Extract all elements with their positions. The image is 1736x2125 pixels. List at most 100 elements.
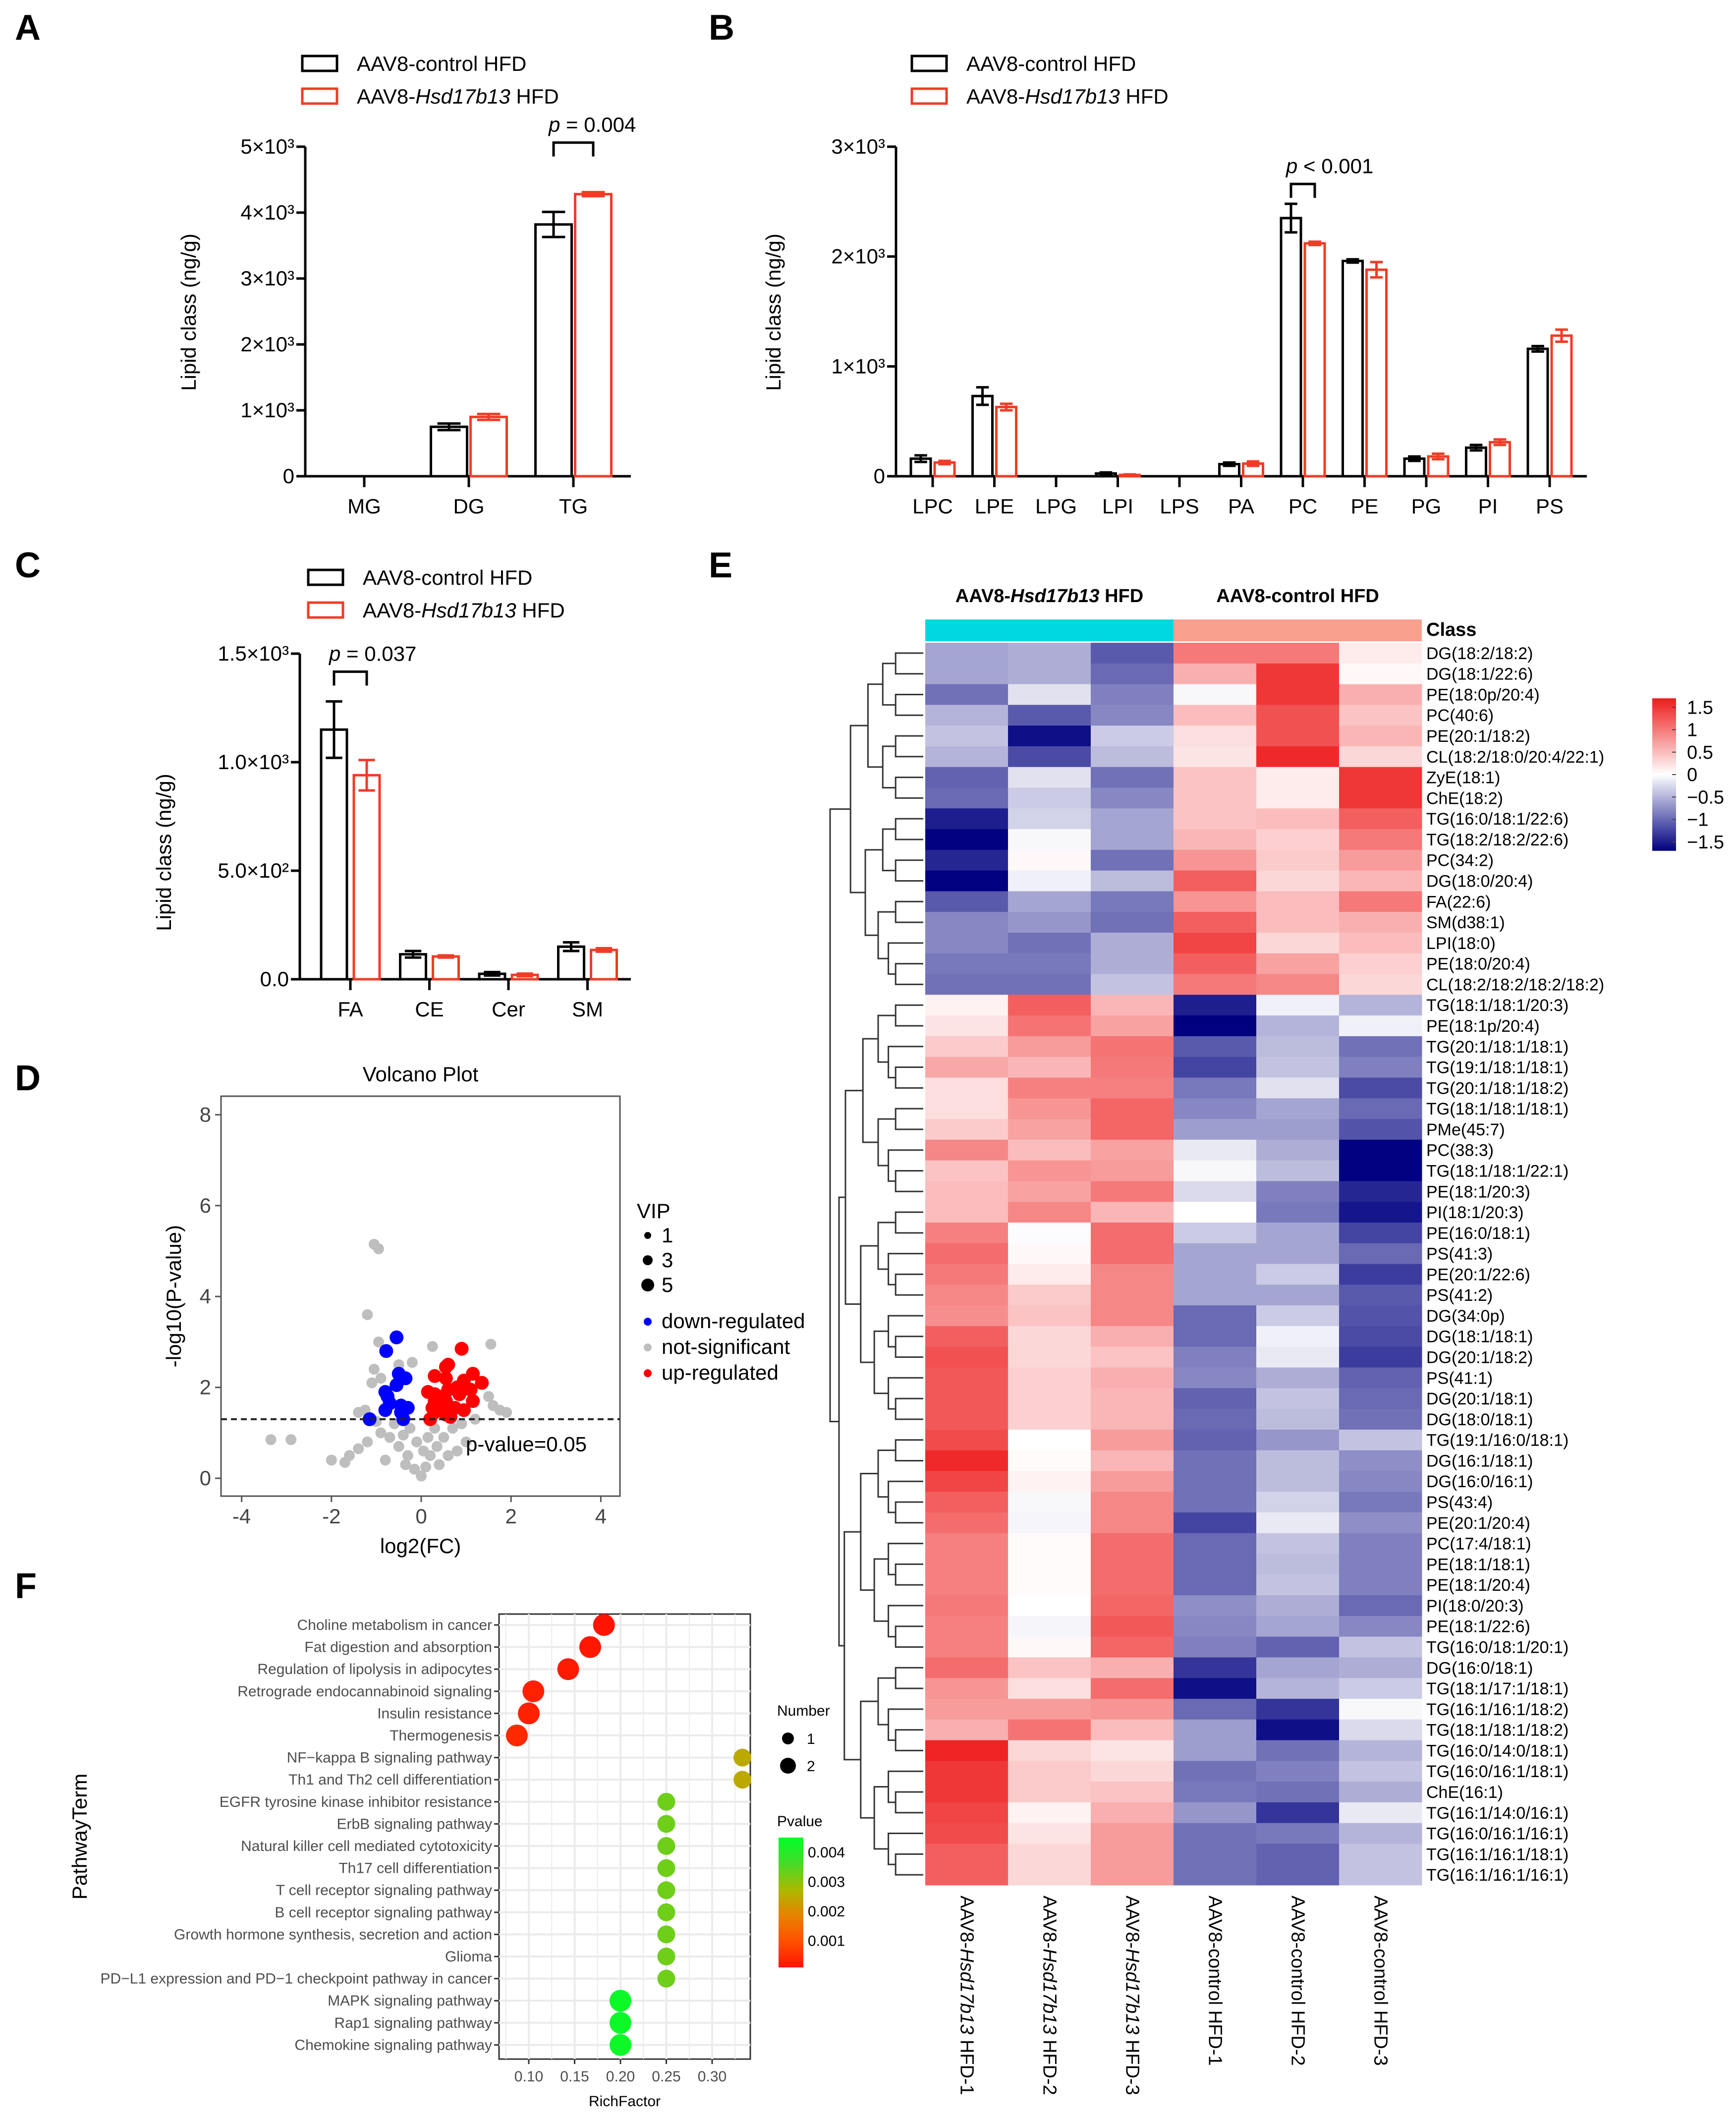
row-label: DG(34:0p) (1426, 1307, 1505, 1326)
point-not-significant (422, 1432, 434, 1443)
heatmap-cell (925, 643, 1008, 664)
point-not-significant (368, 1363, 380, 1375)
heatmap-cell (1008, 1844, 1091, 1865)
x-tick-label: 4 (595, 1505, 607, 1528)
heatmap-cell (925, 912, 1008, 933)
y-axis-label: PathwayTerm (68, 1774, 91, 1900)
error-bar (1469, 444, 1483, 452)
row-label: TG(16:1/14:0/16:1) (1426, 1804, 1568, 1823)
panel-label-a: A (15, 8, 41, 48)
point-up-regulated (439, 1371, 453, 1386)
point-up-regulated (466, 1394, 480, 1408)
heatmap-cell (925, 1160, 1008, 1181)
heatmap-cell (1091, 1429, 1174, 1451)
heatmap-cell (925, 1181, 1008, 1202)
x-tick-label: LPG (1035, 495, 1077, 518)
bar-chart-c: AAV8-control HFD AAV8-Hsd17b13 HFD 0.0 5.0×… (152, 566, 631, 1021)
heatmap-cell (1256, 829, 1340, 850)
heatmap-cell (1091, 1077, 1174, 1099)
row-label: PC(34:2) (1426, 851, 1494, 870)
point-up-regulated (428, 1369, 442, 1383)
heatmap-cell (1008, 995, 1091, 1016)
heatmap-cell (1174, 953, 1257, 975)
heatmap-cell (1008, 1388, 1091, 1409)
heatmap-cell (1091, 1305, 1174, 1327)
heatmap-cell (1008, 1574, 1091, 1596)
panel-label-f: F (15, 1566, 37, 1606)
heatmap-cell (1339, 1761, 1422, 1782)
column-label-post: HFD-3 (1122, 2034, 1143, 2095)
error-bar (1408, 455, 1421, 462)
group-label: AAV8-control HFD (1216, 586, 1379, 607)
heatmap-cell (1339, 1719, 1422, 1741)
heatmap-cell (1256, 1160, 1340, 1181)
point-not-significant (451, 1445, 463, 1456)
colorbar-tick-label: −1 (1687, 810, 1708, 831)
heatmap-cell (1174, 1388, 1257, 1409)
heatmap-cell (1339, 1554, 1422, 1575)
heatmap-cell (1174, 1719, 1257, 1741)
heatmap-cell (925, 1636, 1008, 1658)
legend-label-hsd-italic: Hsd17b13 (421, 599, 516, 622)
row-label: CL(18:2/18:2/18:2/18:2) (1426, 975, 1604, 994)
heatmap-cell (1256, 726, 1340, 747)
x-tick-label: -2 (322, 1505, 340, 1528)
legend-label-hsd-italic: Hsd17b13 (415, 85, 510, 108)
x-tick-label: TG (559, 495, 588, 518)
point-not-significant (501, 1407, 512, 1418)
heatmap-cell (925, 1367, 1008, 1389)
heatmap-cell (1256, 1761, 1340, 1782)
heatmap-cell (1008, 1492, 1091, 1513)
pathway-dot (518, 1702, 540, 1725)
error-bar (562, 941, 580, 952)
dendrogram-branch (895, 1211, 923, 1234)
significance-bracket (1289, 182, 1316, 198)
heatmap-cell (1008, 1740, 1091, 1761)
heatmap-cell (925, 1450, 1008, 1471)
heatmap-cell (925, 1202, 1008, 1223)
heatmap-cell (1174, 1574, 1257, 1596)
heatmap-cell (1091, 767, 1174, 788)
threshold-label: p-value=0.05 (466, 1433, 587, 1456)
heatmap-cell (1091, 1367, 1174, 1389)
row-label: DG(16:0/16:1) (1426, 1472, 1533, 1491)
row-label: TG(18:2/18:2/22:6) (1426, 831, 1568, 849)
column-label: AAV8-Hsd17b13 HFD-2 (1039, 1896, 1060, 2095)
point-down-regulated (379, 1344, 393, 1358)
row-label: TG(18:1/17:1/18:1) (1426, 1679, 1568, 1698)
row-label: PS(41:2) (1426, 1286, 1493, 1305)
heatmap-cell (1256, 1346, 1340, 1368)
panel-label-b: B (709, 8, 734, 48)
legend-label-control: AAV8-control HFD (966, 52, 1136, 75)
row-label: DG(18:2/18:2) (1426, 644, 1533, 663)
colorbar-tick-label: 1.5 (1687, 697, 1713, 718)
column-label: AAV8-control HFD-2 (1288, 1896, 1308, 2066)
y-tick-label: 2×10³ (831, 245, 885, 268)
dendrogram-branch (877, 1118, 896, 1167)
point-not-significant (460, 1436, 472, 1448)
point-not-significant (373, 1243, 384, 1254)
heatmap-cell (1339, 1160, 1422, 1181)
heatmap-cell (1008, 1657, 1091, 1678)
dendrogram-branch (895, 735, 923, 758)
heatmap-cell (1339, 1285, 1422, 1306)
heatmap-cell (1174, 1740, 1257, 1761)
error-bar (914, 454, 927, 463)
x-tick-label: PA (1228, 495, 1254, 518)
error-bar (1531, 344, 1544, 353)
row-label: DG(20:1/18:2) (1426, 1348, 1533, 1367)
column-label-post: HFD-2 (1039, 2034, 1060, 2095)
heatmap-cell (1091, 1657, 1174, 1678)
heatmap-cell (1008, 1057, 1091, 1078)
size-legend-dot (643, 1255, 653, 1265)
size-legend-dot (780, 1758, 796, 1774)
heatmap-cell (925, 767, 1008, 788)
y-tick-label: 3×10³ (831, 135, 885, 158)
y-tick-label: 6 (200, 1194, 211, 1217)
error-bar (326, 700, 342, 759)
pathway-dot (657, 1881, 675, 1900)
heatmap-cell (1008, 1595, 1091, 1617)
heatmap-cell (1091, 1782, 1174, 1803)
group-label-pre: AAV8- (955, 586, 1010, 607)
heatmap-cell (1008, 808, 1091, 830)
